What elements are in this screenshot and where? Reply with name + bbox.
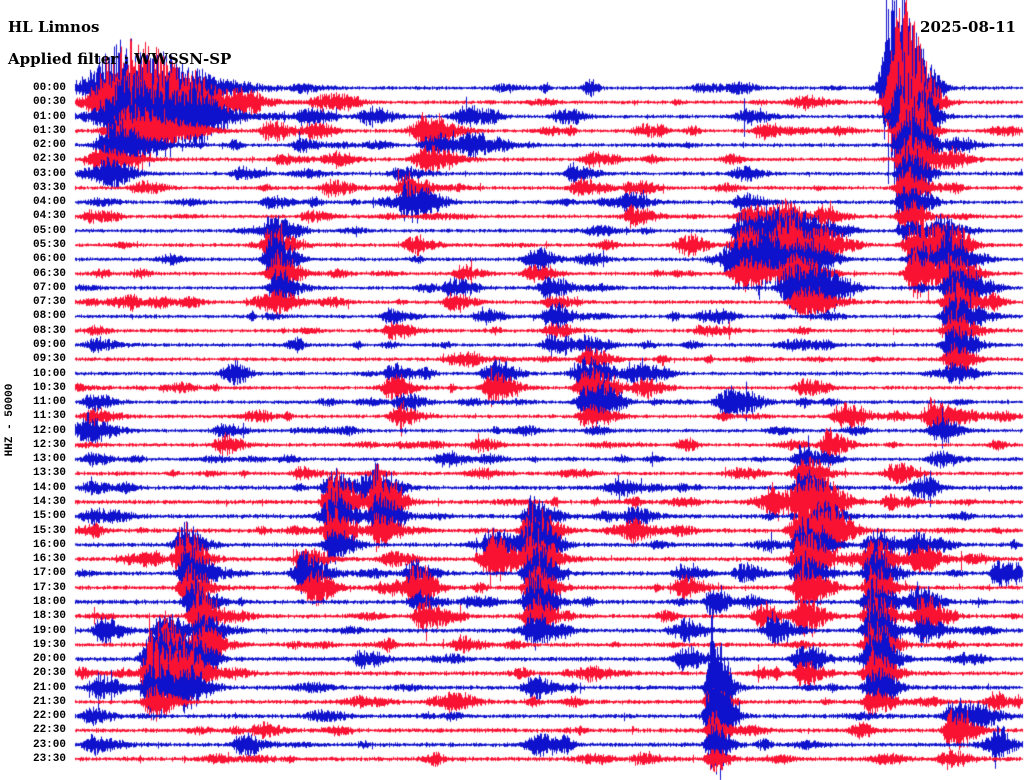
row-label: 04:30: [32, 210, 66, 223]
row-label: 04:00: [32, 196, 66, 209]
row-label: 20:30: [32, 667, 66, 680]
row-label: 12:00: [32, 424, 66, 437]
row-label: 07:30: [32, 296, 66, 309]
row-label: 22:00: [32, 710, 66, 723]
row-label: 02:30: [32, 153, 66, 166]
row-label: 00:00: [32, 82, 66, 94]
row-label: 18:30: [32, 610, 66, 623]
row-label: 07:00: [32, 281, 66, 294]
row-label: 01:00: [32, 110, 66, 123]
row-label: 01:30: [32, 124, 66, 137]
record-date: 2025-08-11: [920, 18, 1016, 36]
row-label: 21:30: [32, 695, 66, 708]
row-label: 18:00: [32, 595, 66, 608]
row-label: 10:00: [32, 367, 66, 380]
row-label: 11:00: [32, 396, 66, 409]
row-label: 14:30: [32, 496, 66, 509]
row-label: 02:00: [32, 139, 66, 152]
row-label: 20:00: [32, 653, 66, 666]
row-label: 08:00: [32, 310, 66, 323]
row-label: 22:30: [32, 724, 66, 737]
row-label: 16:30: [32, 553, 66, 566]
row-label: 17:00: [32, 567, 66, 580]
row-label: 19:00: [32, 624, 66, 637]
row-label: 09:00: [32, 338, 66, 351]
channel-scale-label: HHZ - 50000: [4, 383, 16, 457]
row-label: 13:00: [32, 453, 66, 466]
row-label: 09:30: [32, 353, 66, 366]
row-label: 00:30: [32, 96, 66, 109]
row-label: 23:30: [32, 753, 66, 765]
row-label: 11:30: [32, 410, 66, 423]
row-label: 05:30: [32, 239, 66, 252]
row-label: 06:30: [32, 267, 66, 280]
row-label: 03:30: [32, 181, 66, 194]
row-label: 05:00: [32, 224, 66, 237]
row-label: 14:00: [32, 481, 66, 494]
row-label: 15:00: [32, 510, 66, 523]
row-label: 17:30: [32, 581, 66, 594]
row-label: 19:30: [32, 638, 66, 651]
row-label: 08:30: [32, 324, 66, 337]
row-label: 06:00: [32, 253, 66, 266]
row-label: 13:30: [32, 467, 66, 480]
applied-filter-label: Applied filter : WWSSN-SP: [8, 50, 232, 68]
row-label: 23:00: [32, 738, 66, 751]
row-label: 16:00: [32, 538, 66, 551]
row-label: 03:00: [32, 167, 66, 180]
row-label: 15:30: [32, 524, 66, 537]
station-name: HL Limnos: [8, 18, 100, 36]
row-label: 12:30: [32, 438, 66, 451]
row-label: 10:30: [32, 381, 66, 394]
row-label: 21:00: [32, 681, 66, 694]
